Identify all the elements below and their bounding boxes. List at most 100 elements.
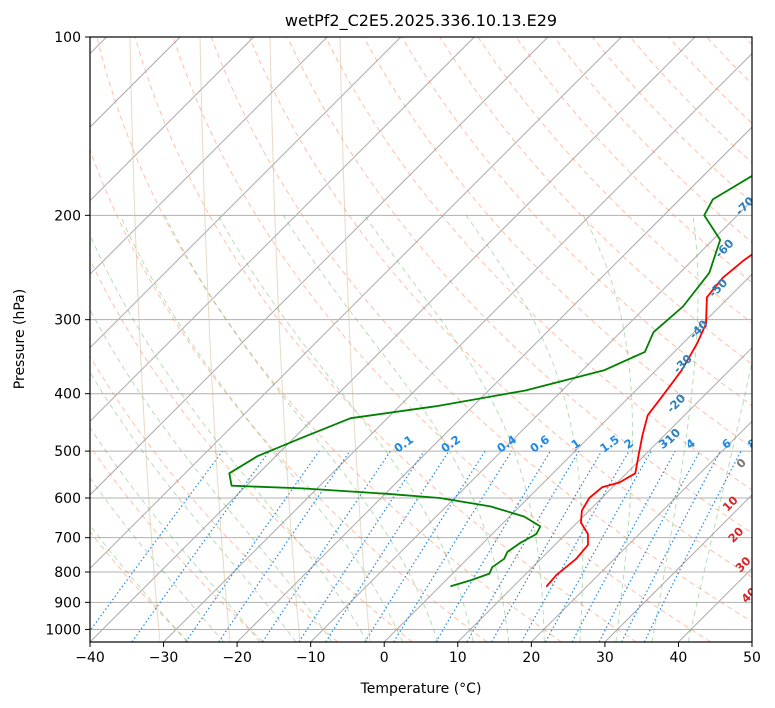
moist-adiabat bbox=[90, 426, 261, 642]
dry-adiabat bbox=[553, 37, 752, 244]
isotherm bbox=[236, 126, 752, 642]
x-tick-label: 40 bbox=[670, 650, 688, 666]
moist-adiabat bbox=[217, 215, 474, 642]
dry-adiabat-label: -70 bbox=[732, 194, 757, 219]
y-tick-label: 300 bbox=[54, 313, 81, 329]
dry-adiabat bbox=[90, 531, 190, 642]
isotherm bbox=[90, 37, 696, 642]
dry-adiabat bbox=[668, 37, 752, 125]
x-tick-label: 0 bbox=[380, 650, 389, 666]
mixing-ratio-line bbox=[545, 450, 652, 642]
dry-adiabat-label: -80 bbox=[753, 151, 775, 176]
isotherm bbox=[530, 420, 752, 642]
mixing-ratio-label: 4 bbox=[683, 436, 698, 452]
moist-adiabat bbox=[687, 360, 752, 642]
mixing-ratio-line bbox=[393, 450, 513, 642]
background-curve bbox=[269, 37, 301, 642]
dry-adiabat-label: -20 bbox=[664, 391, 689, 416]
moist-adiabat-label: 20 bbox=[725, 524, 746, 545]
x-tick-label: 50 bbox=[743, 650, 761, 666]
moist-adiabat bbox=[90, 371, 297, 642]
isotherm bbox=[604, 494, 752, 642]
dry-adiabat bbox=[744, 37, 752, 46]
dry-adiabat bbox=[210, 37, 752, 623]
mixing-ratio-line bbox=[643, 450, 742, 642]
x-tick-label: 20 bbox=[522, 650, 540, 666]
mixing-ratio-label: 10 bbox=[765, 433, 775, 454]
moist-adiabat bbox=[90, 524, 188, 642]
y-tick-label: 200 bbox=[54, 208, 81, 224]
dry-adiabat bbox=[134, 37, 637, 642]
dry-adiabat bbox=[515, 37, 752, 284]
mixing-ratio-label: 0.2 bbox=[438, 432, 463, 455]
y-tick-label: 600 bbox=[54, 491, 81, 507]
y-tick-label: 400 bbox=[54, 387, 81, 403]
mixing-ratio-line bbox=[598, 450, 701, 642]
y-tick-label: 700 bbox=[54, 531, 81, 547]
mixing-ratio-label: 2 bbox=[621, 436, 636, 452]
moist-adiabat bbox=[282, 215, 510, 642]
mixing-ratio-label: 1.5 bbox=[597, 432, 622, 455]
dry-adiabat bbox=[591, 37, 752, 204]
dry-adiabat bbox=[248, 37, 752, 578]
chart-title: wetPf2_C2E5.2025.336.10.13.E29 bbox=[285, 11, 557, 31]
background-curve bbox=[199, 37, 231, 642]
x-tick-label: −10 bbox=[296, 650, 326, 666]
x-tick-label: −40 bbox=[75, 650, 105, 666]
dry-adiabat bbox=[629, 37, 752, 164]
mixing-ratio-label: 0.6 bbox=[527, 432, 552, 455]
y-tick-label: 100 bbox=[54, 30, 81, 46]
isotherm bbox=[457, 347, 752, 642]
y-tick-label: 800 bbox=[54, 565, 81, 581]
dry-adiabat bbox=[90, 355, 339, 642]
mixing-ratio-label: 1 bbox=[568, 436, 583, 452]
moist-adiabat-label: 10 bbox=[720, 493, 741, 514]
dry-adiabat-label: -50 bbox=[706, 276, 731, 301]
isotherm bbox=[90, 37, 255, 202]
moist-adiabat bbox=[582, 215, 633, 642]
mixing-ratio-label: 0.1 bbox=[391, 432, 416, 455]
dry-adiabat bbox=[172, 37, 712, 642]
isotherm bbox=[751, 641, 752, 642]
mixing-ratio-line bbox=[435, 450, 552, 642]
y-tick-label: 1000 bbox=[45, 622, 81, 638]
isotherm bbox=[90, 37, 402, 349]
mixing-ratio-line bbox=[571, 450, 676, 642]
moist-adiabat bbox=[164, 215, 439, 642]
mixing-ratio-line bbox=[325, 450, 450, 642]
moist-adiabat-label: 0 bbox=[733, 455, 749, 471]
mixing-ratio-line bbox=[185, 450, 320, 642]
moist-adiabat bbox=[90, 477, 225, 642]
moist-adiabat bbox=[651, 215, 699, 642]
mixing-ratio-line bbox=[131, 450, 270, 642]
y-tick-label: 500 bbox=[54, 444, 81, 460]
mixing-ratio-line bbox=[364, 450, 486, 642]
x-tick-label: −30 bbox=[149, 650, 179, 666]
moist-adiabat bbox=[90, 233, 368, 642]
y-axis-label: Pressure (hPa) bbox=[12, 289, 28, 389]
isotherm bbox=[90, 37, 549, 496]
dry-adiabat bbox=[90, 148, 488, 642]
isotherm bbox=[383, 273, 752, 642]
x-axis-label: Temperature (°C) bbox=[360, 681, 482, 697]
mixing-ratio-label: 8 bbox=[745, 436, 760, 452]
dry-adiabat bbox=[439, 37, 752, 365]
moist-adiabat bbox=[90, 308, 333, 642]
isotherm bbox=[90, 37, 475, 423]
mixing-ratio-label: 6 bbox=[719, 436, 734, 452]
dry-adiabat-label: -60 bbox=[712, 236, 737, 261]
dry-adiabat bbox=[286, 37, 752, 534]
mixing-ratio-line bbox=[298, 450, 425, 642]
dry-adiabat bbox=[90, 258, 413, 642]
dry-adiabat bbox=[401, 37, 752, 407]
background-curve bbox=[129, 37, 161, 642]
dry-adiabat bbox=[706, 37, 752, 85]
x-tick-label: 10 bbox=[449, 650, 467, 666]
isotherm bbox=[90, 37, 328, 275]
dry-adiabat-label: -40 bbox=[686, 317, 711, 342]
mixing-ratio-line bbox=[261, 450, 391, 642]
y-tick-label: 900 bbox=[54, 595, 81, 611]
temperature-profile bbox=[545, 253, 752, 587]
x-tick-label: 30 bbox=[596, 650, 614, 666]
